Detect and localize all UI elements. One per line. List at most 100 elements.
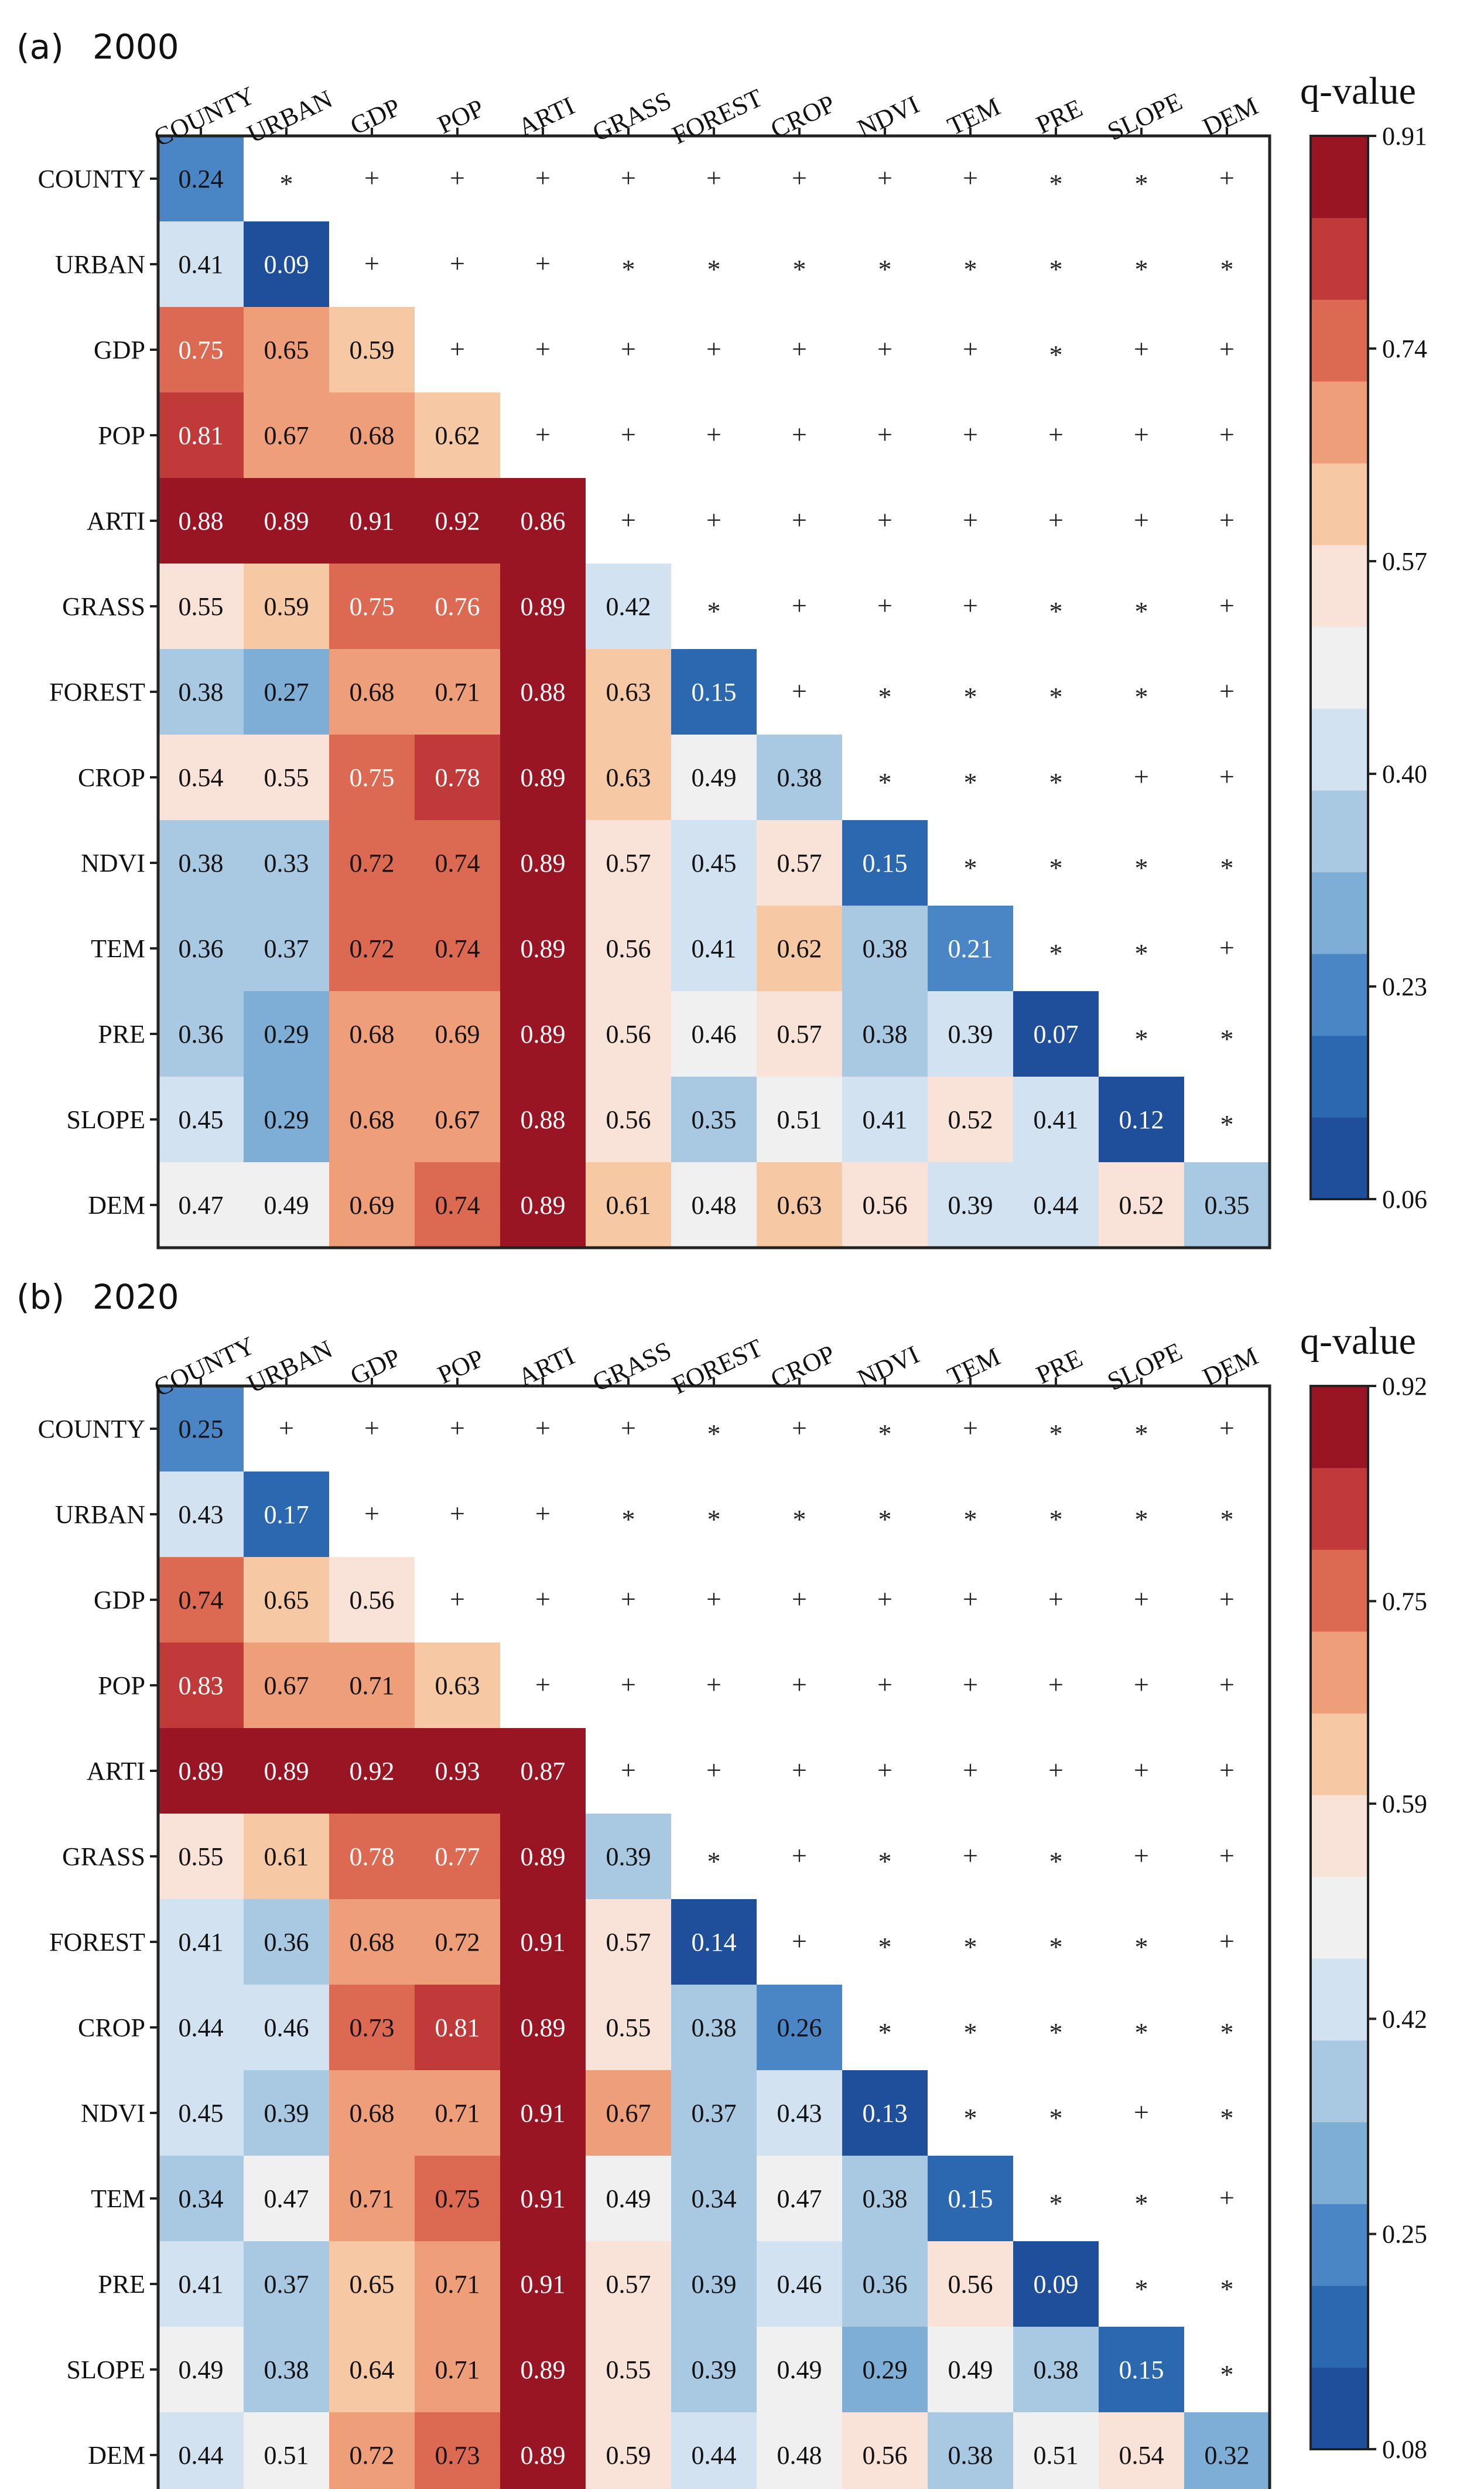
heatmap-cell: [244, 1077, 329, 1162]
significance-symbol: +: [877, 590, 893, 620]
significance-symbol: *: [1135, 169, 1148, 199]
heatmap-cell: [415, 649, 500, 735]
cell-value: 0.57: [777, 1020, 822, 1049]
cell-value: 0.35: [1205, 1191, 1250, 1220]
cell-value: 0.41: [692, 934, 737, 963]
heatmap-cell: [415, 1643, 500, 1728]
significance-symbol: *: [964, 2017, 977, 2047]
colorbar-segment: [1311, 545, 1368, 627]
cell-value: 0.48: [777, 2441, 822, 2470]
cell-value: 0.67: [264, 421, 309, 450]
significance-symbol: +: [450, 1498, 465, 1528]
significance-symbol: +: [535, 248, 550, 278]
heatmap-cell: [500, 478, 586, 564]
cell-value: 0.91: [350, 507, 395, 535]
heatmap-cell: [158, 2241, 244, 2327]
cell-value: 0.55: [606, 2013, 651, 2042]
colorbar-segment: [1311, 1795, 1368, 1877]
cell-value: 0.81: [179, 421, 224, 450]
cell-value: 0.27: [264, 678, 309, 706]
heatmap-cell: [244, 1643, 329, 1728]
y-tick-label: TEM: [91, 934, 145, 963]
cell-value: 0.49: [948, 2355, 993, 2384]
heatmap-cell: [329, 1728, 415, 1814]
significance-symbol: *: [1220, 853, 1234, 883]
significance-symbol: *: [878, 1419, 892, 1449]
significance-symbol: *: [878, 254, 892, 284]
significance-symbol: *: [1049, 853, 1063, 883]
heatmap-cell: [244, 1728, 329, 1814]
cell-value: 0.15: [692, 678, 737, 706]
significance-symbol: *: [1049, 1504, 1063, 1534]
heatmap-cell: [244, 906, 329, 991]
cell-value: 0.15: [948, 2184, 993, 2213]
cell-value: 0.89: [179, 1757, 224, 1785]
cell-value: 0.49: [692, 763, 737, 792]
significance-symbol: *: [1135, 596, 1148, 626]
x-tick-label: FOREST: [668, 83, 767, 150]
significance-symbol: +: [1134, 1584, 1149, 1614]
significance-symbol: *: [793, 1504, 806, 1534]
significance-symbol: +: [535, 334, 550, 364]
significance-symbol: *: [878, 2017, 892, 2047]
heatmap-cell: [244, 649, 329, 735]
cell-value: 0.46: [264, 2013, 309, 2042]
cell-value: 0.75: [350, 763, 395, 792]
significance-symbol: +: [621, 163, 636, 193]
cell-value: 0.72: [350, 2441, 395, 2470]
heatmap-cell: [842, 2156, 928, 2241]
heatmap-cell: [757, 2156, 842, 2241]
cell-value: 0.38: [692, 2013, 737, 2042]
significance-symbol: +: [1134, 419, 1149, 449]
significance-symbol: *: [964, 254, 977, 284]
cell-value: 0.26: [777, 2013, 822, 2042]
significance-symbol: +: [1134, 1841, 1149, 1870]
significance-symbol: +: [1219, 762, 1235, 791]
cell-value: 0.59: [606, 2441, 651, 2470]
cell-value: 0.36: [264, 1928, 309, 1957]
x-tick-label: POP: [433, 94, 488, 140]
cell-value: 0.38: [863, 1020, 908, 1049]
colorbar-segment: [1311, 954, 1368, 1036]
heatmap-cell: [586, 735, 671, 820]
heatmap-cell: [928, 2412, 1013, 2489]
significance-symbol: +: [535, 1498, 550, 1528]
significance-symbol: +: [792, 334, 807, 364]
cell-value: 0.56: [350, 1586, 395, 1614]
significance-symbol: *: [1220, 1024, 1234, 1054]
significance-symbol: +: [963, 1584, 978, 1614]
significance-symbol: *: [1049, 254, 1063, 284]
cell-value: 0.62: [777, 934, 822, 963]
heatmap-cell: [158, 1077, 244, 1162]
colorbar-segment: [1311, 381, 1368, 463]
significance-symbol: *: [1135, 2188, 1148, 2218]
heatmap-cell: [158, 307, 244, 392]
significance-symbol: +: [792, 676, 807, 706]
significance-symbol: *: [1049, 596, 1063, 626]
x-tick-label: PRE: [1032, 94, 1087, 140]
significance-symbol: +: [1219, 505, 1235, 535]
cell-value: 0.89: [264, 1757, 309, 1785]
heatmap-cell: [500, 1814, 586, 1899]
heatmap-cell: [329, 906, 415, 991]
colorbar-segment: [1311, 1631, 1368, 1713]
heatmap-cell: [928, 1162, 1013, 1248]
cell-value: 0.78: [350, 1842, 395, 1871]
significance-symbol: *: [707, 254, 721, 284]
significance-symbol: +: [1219, 676, 1235, 706]
heatmap-cell: [1099, 2412, 1184, 2489]
heatmap-cell: [158, 735, 244, 820]
significance-symbol: +: [1219, 334, 1235, 364]
cell-value: 0.68: [350, 1020, 395, 1049]
heatmap-cell: [671, 2241, 757, 2327]
heatmap-cell: [329, 649, 415, 735]
heatmap-cell: [842, 1162, 928, 1248]
y-tick-label: POP: [98, 1671, 145, 1700]
heatmap-cell: [244, 820, 329, 906]
heatmap-cell: [244, 1985, 329, 2070]
y-tick-label: POP: [98, 421, 145, 450]
cell-value: 0.52: [1119, 1191, 1164, 1220]
cell-value: 0.89: [521, 1191, 566, 1220]
cell-value: 0.55: [264, 763, 309, 792]
